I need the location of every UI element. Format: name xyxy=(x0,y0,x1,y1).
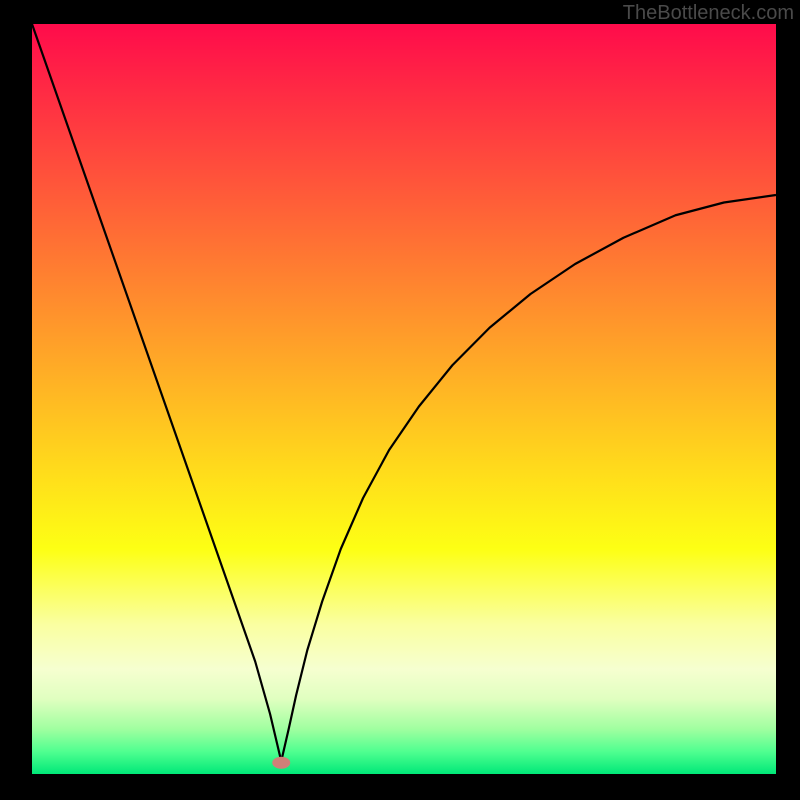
chart-svg xyxy=(32,24,776,774)
minimum-marker xyxy=(272,757,290,769)
chart-background xyxy=(32,24,776,774)
chart-container: TheBottleneck.com xyxy=(0,0,800,800)
watermark-text: TheBottleneck.com xyxy=(623,2,794,25)
plot-area xyxy=(32,24,776,774)
